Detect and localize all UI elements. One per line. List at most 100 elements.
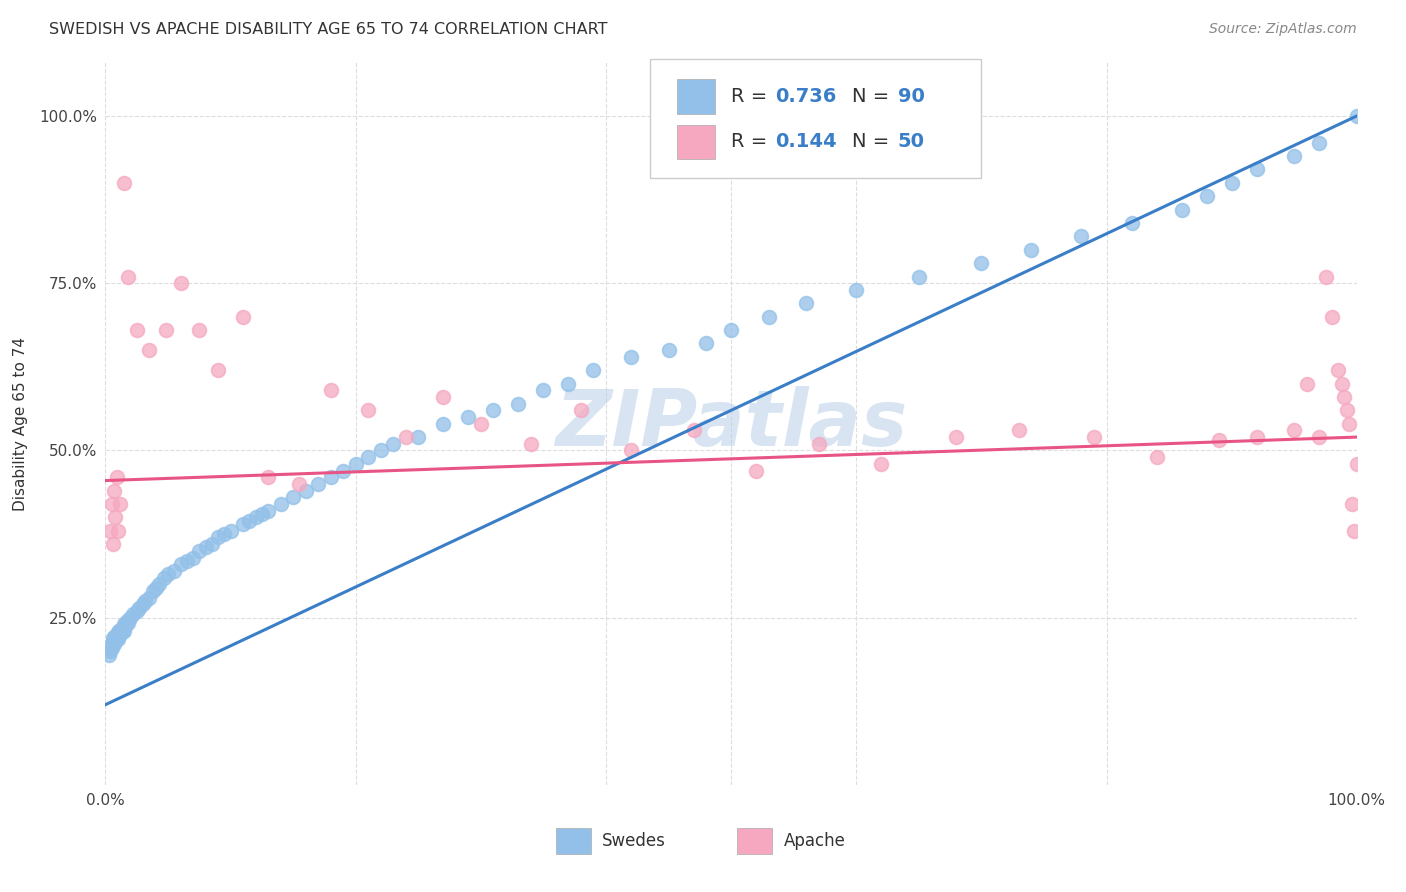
Point [169, 277, 191, 291]
FancyBboxPatch shape [555, 829, 591, 854]
Point [108, 628, 131, 642]
Point [115, 614, 138, 628]
Point [807, 436, 830, 450]
Point [1327, 363, 1350, 377]
Point [103, 637, 125, 651]
Text: 50: 50 [897, 132, 925, 152]
Point [100, 640, 122, 655]
Text: 90: 90 [897, 87, 924, 106]
Point [395, 430, 418, 444]
Text: N =: N = [852, 132, 896, 152]
Point [111, 621, 134, 635]
Point [120, 611, 142, 625]
Point [1346, 109, 1368, 123]
Point [250, 507, 273, 521]
Point [758, 310, 780, 324]
Point [531, 384, 554, 398]
Point [194, 541, 217, 555]
Y-axis label: Disability Age 65 to 74: Disability Age 65 to 74 [13, 336, 28, 511]
Point [100, 497, 122, 511]
Point [128, 600, 150, 615]
Point [111, 625, 134, 640]
Point [432, 417, 454, 431]
FancyBboxPatch shape [650, 59, 981, 178]
Point [98, 648, 121, 662]
Point [720, 323, 742, 337]
Point [1146, 450, 1168, 464]
Point [110, 497, 132, 511]
Point [104, 630, 127, 644]
Point [482, 403, 505, 417]
Point [1308, 430, 1330, 444]
Point [1170, 202, 1192, 217]
FancyBboxPatch shape [678, 79, 714, 114]
Point [270, 497, 292, 511]
Text: R =: R = [731, 87, 773, 106]
Point [1346, 457, 1368, 471]
Point [682, 424, 704, 438]
Text: 0.736: 0.736 [775, 87, 837, 106]
FancyBboxPatch shape [678, 125, 714, 160]
Point [1339, 417, 1361, 431]
Point [104, 632, 127, 646]
Point [582, 363, 605, 377]
Point [100, 524, 122, 538]
Point [232, 516, 254, 531]
Point [1282, 149, 1305, 163]
Point [695, 336, 717, 351]
Point [1121, 216, 1143, 230]
Text: ZIPatlas: ZIPatlas [555, 385, 907, 462]
FancyBboxPatch shape [737, 829, 772, 854]
Point [1320, 310, 1343, 324]
Point [370, 443, 392, 458]
Point [745, 464, 768, 478]
Text: Apache: Apache [783, 831, 845, 849]
Point [257, 503, 280, 517]
Point [520, 436, 543, 450]
Point [1330, 376, 1353, 391]
Point [103, 483, 125, 498]
Point [169, 557, 191, 572]
Point [1333, 390, 1355, 404]
Point [132, 598, 155, 612]
Point [125, 604, 148, 618]
Point [100, 637, 122, 651]
Point [357, 403, 380, 417]
Point [382, 436, 405, 450]
Point [207, 363, 229, 377]
Text: N =: N = [852, 87, 896, 106]
Text: Swedes: Swedes [602, 831, 666, 849]
Point [1021, 243, 1043, 257]
Point [357, 450, 380, 464]
Point [201, 537, 224, 551]
Point [103, 634, 125, 648]
Point [620, 443, 643, 458]
Point [108, 624, 131, 639]
Point [145, 581, 167, 595]
Point [157, 567, 180, 582]
Point [163, 564, 186, 578]
Point [1246, 162, 1268, 177]
Point [319, 470, 342, 484]
Point [101, 631, 124, 645]
Point [1070, 229, 1092, 244]
Point [107, 630, 129, 644]
Point [307, 476, 329, 491]
Point [870, 457, 893, 471]
Point [1295, 376, 1317, 391]
Point [1315, 269, 1337, 284]
Point [134, 594, 156, 608]
Point [1336, 403, 1358, 417]
Point [188, 544, 211, 558]
Point [122, 607, 145, 622]
Point [104, 510, 127, 524]
Point [112, 624, 135, 639]
Point [257, 470, 280, 484]
Point [153, 571, 176, 585]
Point [1220, 176, 1243, 190]
Point [107, 524, 129, 538]
Point [1343, 524, 1365, 538]
Point [245, 510, 267, 524]
Point [319, 384, 342, 398]
Point [238, 514, 260, 528]
